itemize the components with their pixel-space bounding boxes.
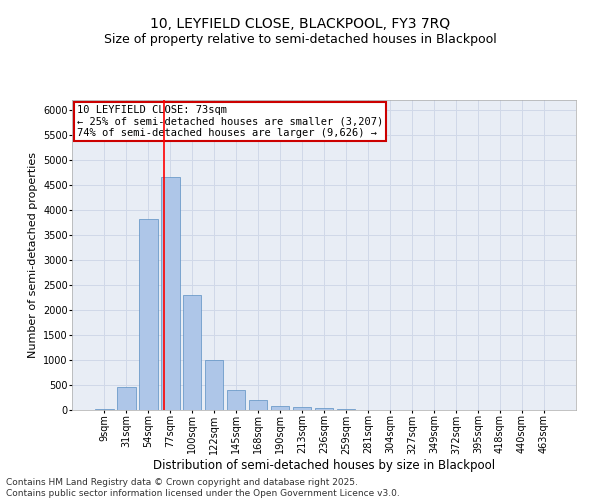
Bar	[227, 390, 245, 410]
Text: 10 LEYFIELD CLOSE: 73sqm
← 25% of semi-detached houses are smaller (3,207)
74% o: 10 LEYFIELD CLOSE: 73sqm ← 25% of semi-d…	[77, 104, 383, 138]
Bar	[95, 408, 113, 410]
Text: 10, LEYFIELD CLOSE, BLACKPOOL, FY3 7RQ: 10, LEYFIELD CLOSE, BLACKPOOL, FY3 7RQ	[150, 18, 450, 32]
Bar	[314, 408, 334, 410]
Text: Size of property relative to semi-detached houses in Blackpool: Size of property relative to semi-detach…	[104, 32, 496, 46]
Bar	[117, 386, 136, 410]
Bar	[337, 408, 355, 410]
X-axis label: Distribution of semi-detached houses by size in Blackpool: Distribution of semi-detached houses by …	[153, 459, 495, 472]
Bar	[139, 219, 158, 410]
Bar	[249, 400, 268, 410]
Bar	[183, 295, 202, 410]
Bar	[293, 407, 311, 410]
Text: Contains HM Land Registry data © Crown copyright and database right 2025.
Contai: Contains HM Land Registry data © Crown c…	[6, 478, 400, 498]
Bar	[205, 360, 223, 410]
Bar	[161, 176, 179, 410]
Y-axis label: Number of semi-detached properties: Number of semi-detached properties	[28, 152, 38, 358]
Bar	[271, 406, 289, 410]
